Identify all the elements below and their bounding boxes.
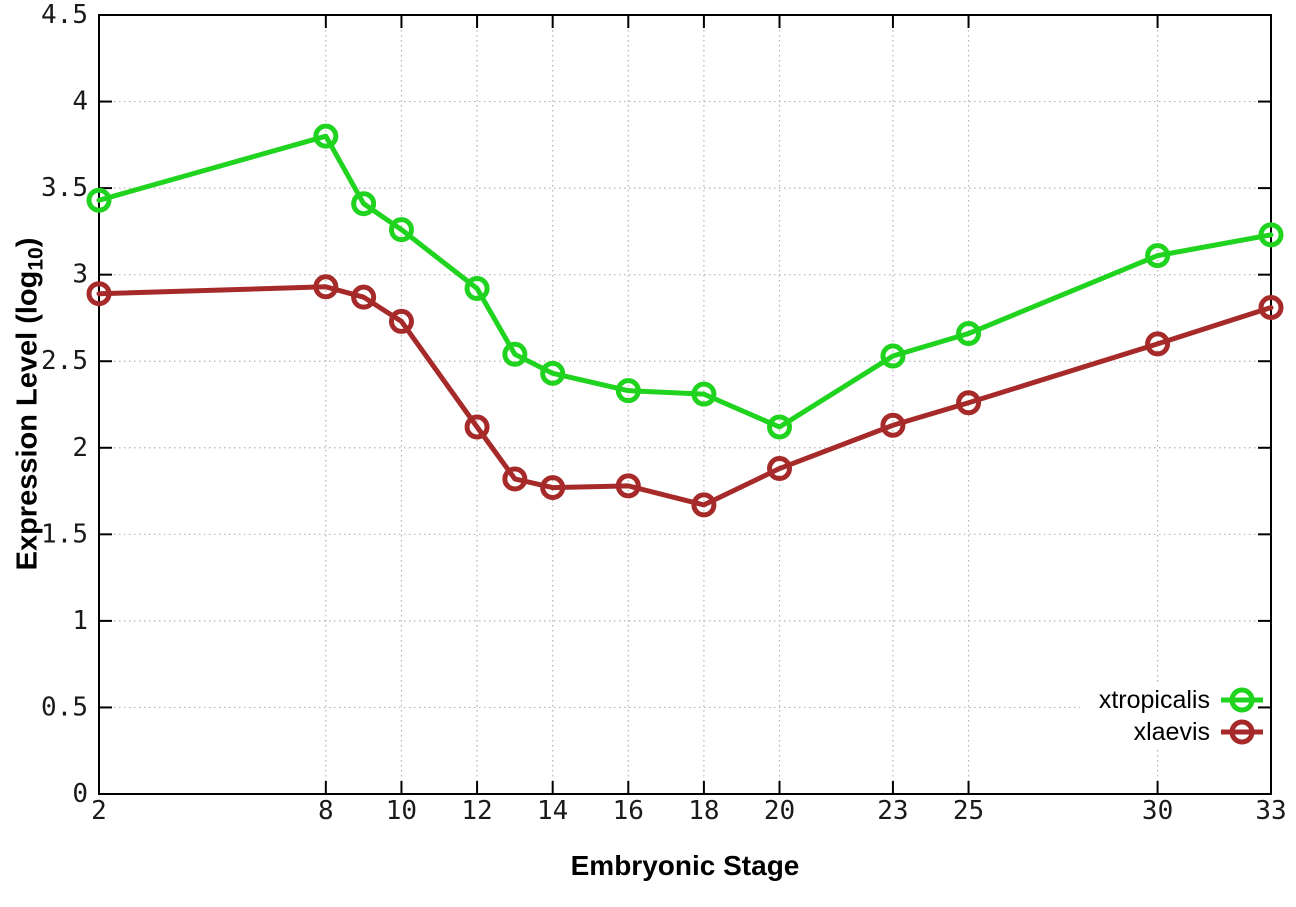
legend-marker-xtropicalis [1229,687,1255,713]
legend: xtropicalis xlaevis [1099,686,1263,746]
data-point-xtropicalis [388,217,414,243]
x-tick-label: 8 [318,796,334,826]
series-xlaevis [86,274,1284,518]
data-point-xlaevis [313,274,339,300]
data-point-xlaevis [388,308,414,334]
x-axis-title: Embryonic Stage [570,850,800,881]
legend-label-xlaevis: xlaevis [1134,718,1210,746]
legend-label-xtropicalis: xtropicalis [1099,686,1210,714]
y-axis-title-suffix: ) [11,237,44,248]
series-xtropicalis [86,123,1284,440]
y-tick-label: 4.5 [41,0,88,30]
x-tick-label: 23 [877,796,908,826]
data-point-xtropicalis [502,341,528,367]
y-tick-label: 0.5 [41,692,88,722]
y-tick-label: 3.5 [41,173,88,203]
data-point-xlaevis [1145,331,1171,357]
y-tick-label: 4 [72,87,88,117]
x-tick-label: 18 [688,796,719,826]
data-point-xlaevis [691,492,717,518]
x-tick-label: 10 [386,796,417,826]
data-point-xlaevis [540,475,566,501]
tick-labels: 2 8 10 12 14 16 18 20 23 25 30 33 0 0.5 1 1.5 2 2.5 3 3.5 4 4… [41,0,1287,826]
data-point-xtropicalis [351,191,377,217]
axis-ticks [98,14,1272,795]
y-tick-label: 0 [72,779,88,809]
y-tick-label: 2 [72,433,88,463]
data-point-xtropicalis [540,360,566,386]
data-point-xtropicalis [313,123,339,149]
data-point-xtropicalis [880,343,906,369]
gridlines [99,15,1271,794]
y-tick-label: 3 [72,260,88,290]
x-tick-label: 33 [1255,796,1286,826]
y-axis-title-text: Expression Level (log [11,270,44,571]
x-tick-label: 25 [953,796,984,826]
series-line-xlaevis [96,284,1274,508]
data-point-xlaevis [464,414,490,440]
data-point-xtropicalis [956,321,982,347]
x-tick-label: 14 [537,796,568,826]
y-axis-title-subscript: 10 [24,247,48,271]
series-line-xtropicalis [96,133,1274,430]
data-point-xtropicalis [1258,222,1284,248]
data-point-xlaevis [502,466,528,492]
data-point-xtropicalis [86,187,112,213]
data-point-xtropicalis [767,414,793,440]
data-point-xlaevis [880,412,906,438]
data-point-xlaevis [956,390,982,416]
x-tick-label: 2 [91,796,107,826]
legend-marker-xlaevis [1229,719,1255,745]
data-point-xtropicalis [691,381,717,407]
x-tick-label: 16 [613,796,644,826]
data-point-xtropicalis [464,276,490,302]
data-point-xlaevis [351,284,377,310]
data-point-xlaevis [1258,295,1284,321]
y-tick-label: 1.5 [41,519,88,549]
x-tick-label: 12 [461,796,492,826]
data-point-xtropicalis [1145,243,1171,269]
data-point-xlaevis [615,473,641,499]
data-point-xtropicalis [615,378,641,404]
x-tick-label: 20 [764,796,795,826]
y-tick-label: 2.5 [41,346,88,376]
plot-border [98,14,1272,795]
data-point-xlaevis [86,281,112,307]
y-axis-title: Expression Level (log10) [12,238,49,571]
data-point-xlaevis [767,456,793,482]
x-tick-label: 30 [1142,796,1173,826]
y-tick-label: 1 [72,606,88,636]
